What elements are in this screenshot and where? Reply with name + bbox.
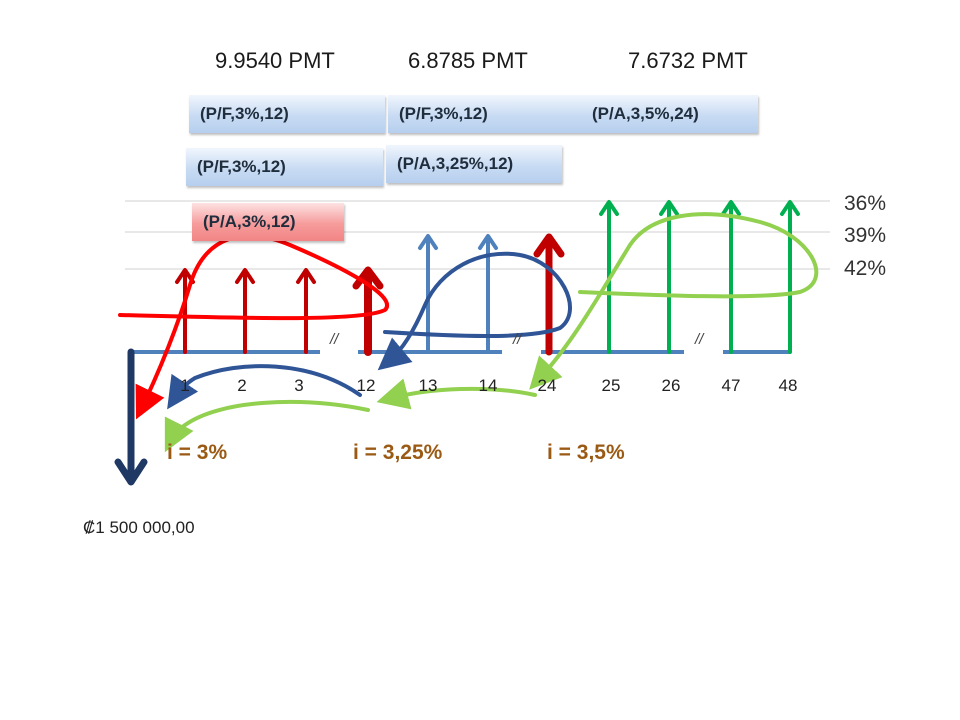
- factor-box-pa-3: (P/A,3%,12): [192, 203, 344, 241]
- period-label: 12: [356, 376, 376, 395]
- factor-box-pa-325: (P/A,3,25%,12): [386, 145, 562, 183]
- pmt-label-1: 9.9540 PMT: [215, 48, 335, 73]
- discount-curve-green-low: [164, 400, 370, 453]
- period-label: 14: [478, 376, 498, 395]
- factor-label: (P/A,3,25%,12): [397, 154, 514, 173]
- interest-rate-1: i = 3%: [167, 441, 228, 464]
- discount-curve-red: [118, 233, 390, 420]
- discount-curve-navy-lower: [167, 364, 362, 410]
- pmt-label-3: 7.6732 PMT: [628, 48, 748, 73]
- interest-rate-2: i = 3,25%: [353, 441, 443, 464]
- principal-amount: ₡1 500 000,00: [83, 518, 195, 537]
- principal-arrow: [114, 348, 148, 486]
- factor-box-pf-1: (P/F,3%,12): [189, 95, 385, 133]
- period-label: 3: [294, 376, 304, 395]
- interest-rate-3: i = 3,5%: [547, 441, 625, 464]
- period-label: 13: [418, 376, 438, 395]
- discount-curve-green: [529, 212, 819, 390]
- period-label: 48: [778, 376, 798, 395]
- pmt-label-2: 6.8785 PMT: [408, 48, 528, 73]
- payment-arrows-red: [175, 266, 384, 356]
- period-label: 2: [237, 376, 247, 395]
- rate-label-42: 42%: [844, 257, 887, 280]
- period-label: 26: [661, 376, 681, 395]
- period-label: 1: [180, 376, 190, 395]
- factor-box-pf-pa: (P/F,3%,12) (P/A,3,5%,24): [388, 95, 758, 133]
- factor-label: (P/F,3%,12): [200, 104, 289, 123]
- payment-arrow-period-24: [533, 233, 565, 356]
- axis-break-mark: //: [330, 331, 339, 348]
- factor-box-pf-2: (P/F,3%,12): [186, 148, 383, 186]
- discount-curve-green-mid: [376, 378, 537, 410]
- period-label: 25: [601, 376, 621, 395]
- axis-break-mark: //: [513, 331, 522, 348]
- factor-label: (P/F,3%,12): [197, 157, 286, 176]
- factor-label: (P/A,3,5%,24): [592, 104, 699, 123]
- factor-label: (P/A,3%,12): [203, 212, 296, 231]
- period-label: 47: [721, 376, 741, 395]
- rate-label-39: 39%: [844, 224, 887, 247]
- rate-label-36: 36%: [844, 192, 887, 215]
- period-label: 24: [537, 376, 557, 395]
- discount-curve-navy: [377, 251, 572, 371]
- factor-label: (P/F,3%,12): [399, 104, 488, 123]
- axis-break-mark: //: [695, 331, 704, 348]
